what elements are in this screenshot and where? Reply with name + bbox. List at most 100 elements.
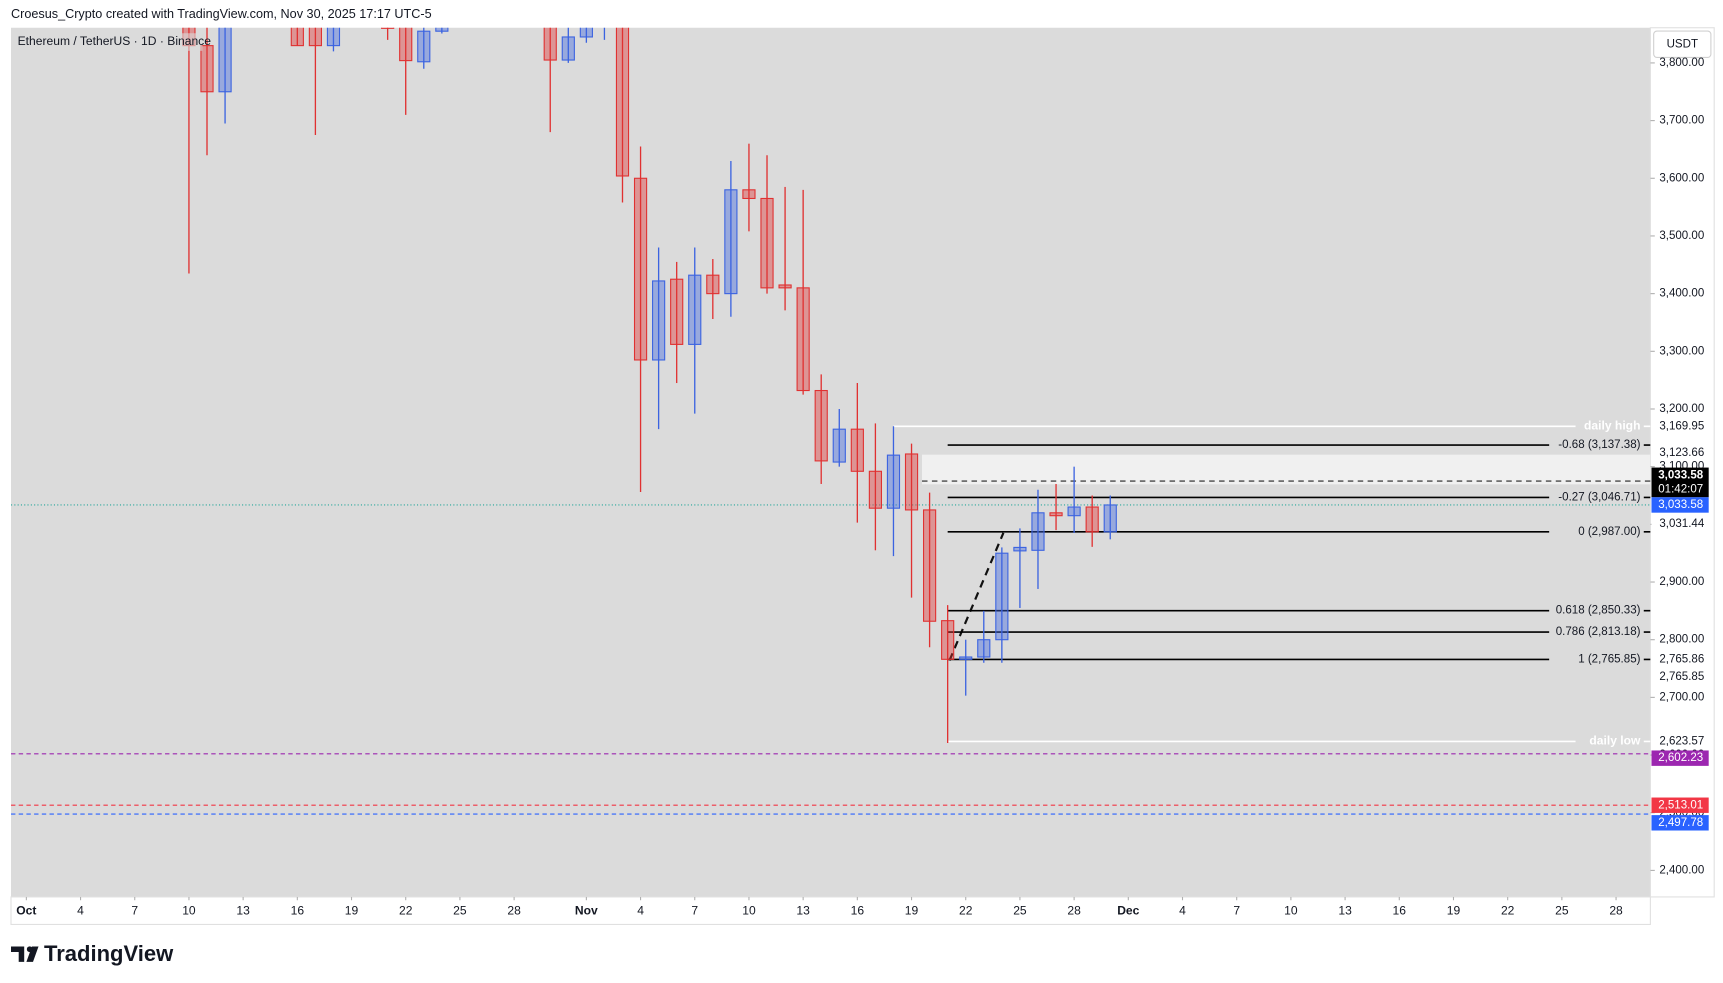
axis-label-box bbox=[1651, 750, 1709, 766]
y-tick-label: 3,700.00 bbox=[1659, 115, 1704, 127]
fib-label: 0.618 (2,850.33) bbox=[1556, 605, 1641, 617]
x-tick-label: 10 bbox=[182, 903, 196, 917]
candle-body bbox=[326, 27, 341, 47]
x-tick-label: 4 bbox=[77, 903, 84, 917]
candle-body bbox=[832, 428, 846, 463]
fib-label: -0.27 (3,046.71) bbox=[1558, 491, 1640, 503]
axis-label: 2,765.86 bbox=[1659, 653, 1704, 665]
candle-body bbox=[904, 453, 919, 511]
candle-body bbox=[1067, 506, 1081, 517]
candle-body bbox=[886, 454, 901, 509]
x-tick-label: 22 bbox=[1501, 903, 1515, 917]
y-tick-label: 2,900.00 bbox=[1659, 576, 1704, 588]
time-axis bbox=[10, 896, 1651, 926]
candle-body bbox=[652, 280, 666, 361]
zone bbox=[922, 454, 1651, 485]
x-tick-label: 10 bbox=[1284, 903, 1298, 917]
axis-label-box bbox=[1651, 797, 1709, 813]
axis-label-box bbox=[1651, 815, 1709, 831]
fib-label: 1 (2,765.85) bbox=[1578, 653, 1640, 665]
x-tick-label: Dec bbox=[1117, 903, 1139, 917]
x-tick-label: 10 bbox=[742, 903, 756, 917]
axis-label: 3,169.95 bbox=[1659, 420, 1704, 432]
candle-body bbox=[724, 189, 738, 295]
candle-body bbox=[706, 274, 720, 295]
axis-label: 2,497.78 bbox=[1658, 817, 1703, 829]
x-tick-label: 19 bbox=[345, 903, 359, 917]
x-tick-label: 4 bbox=[637, 903, 644, 917]
y-tick-label: 3,300.00 bbox=[1659, 345, 1704, 357]
y-tick-label: 3,400.00 bbox=[1659, 288, 1704, 300]
axis-label: 2,765.85 bbox=[1659, 671, 1704, 683]
candle-body bbox=[742, 189, 756, 200]
currency-button[interactable] bbox=[1653, 30, 1712, 58]
candle-body bbox=[218, 27, 232, 93]
candle-body bbox=[922, 509, 937, 622]
candle-body bbox=[1013, 546, 1027, 552]
x-tick-label: 4 bbox=[1179, 903, 1186, 917]
candle-body bbox=[850, 428, 864, 472]
daily-level-label: daily high bbox=[1584, 419, 1640, 433]
x-tick-label: 19 bbox=[1447, 903, 1461, 917]
y-tick-label: 2,800.00 bbox=[1659, 634, 1704, 646]
x-tick-label: 16 bbox=[1393, 903, 1407, 917]
candle-body bbox=[435, 27, 449, 32]
axis-label-bg bbox=[1651, 733, 1714, 750]
candle-body bbox=[1103, 504, 1117, 533]
header: Croesus_Crypto created with TradingView.… bbox=[11, 7, 432, 21]
axis-label: 3,123.66 bbox=[1659, 447, 1704, 459]
candle-body bbox=[1031, 512, 1045, 551]
brand: TradingView bbox=[44, 941, 174, 966]
candle-body bbox=[308, 27, 322, 47]
trend-line bbox=[948, 532, 1005, 661]
x-tick-label: 13 bbox=[796, 903, 810, 917]
axis-label-bg bbox=[1651, 651, 1714, 668]
candle-body bbox=[959, 656, 973, 660]
axis-label-bg bbox=[1651, 418, 1714, 435]
candle-body bbox=[615, 27, 630, 177]
candle-body bbox=[290, 27, 304, 47]
candle-body bbox=[868, 470, 883, 509]
axis-label-bg bbox=[1651, 669, 1714, 685]
axis-label: 3,033.58 bbox=[1658, 499, 1703, 511]
x-tick-label: Oct bbox=[16, 903, 36, 917]
candle-body bbox=[633, 177, 648, 361]
x-tick-label: 25 bbox=[1555, 903, 1569, 917]
candle-body bbox=[561, 36, 575, 61]
y-tick-label: 3,800.00 bbox=[1659, 57, 1704, 69]
x-tick-label: 13 bbox=[236, 903, 250, 917]
x-tick-label: 13 bbox=[1338, 903, 1352, 917]
x-tick-label: 28 bbox=[1067, 903, 1081, 917]
axis-label-box bbox=[1651, 467, 1709, 498]
candle-body bbox=[670, 278, 684, 345]
daily-level-label: daily low bbox=[1589, 734, 1641, 748]
x-tick-label: 22 bbox=[959, 903, 973, 917]
candle-body bbox=[796, 287, 810, 392]
fib-label: 0 (2,987.00) bbox=[1578, 526, 1640, 538]
axis-label: 2,513.01 bbox=[1658, 799, 1703, 811]
y-tick-label: 3,200.00 bbox=[1659, 403, 1704, 415]
x-tick-label: 19 bbox=[905, 903, 919, 917]
logo-dot bbox=[26, 946, 33, 953]
candle-body bbox=[417, 30, 431, 63]
candle-body bbox=[688, 274, 702, 345]
candle-body bbox=[1085, 506, 1099, 533]
countdown: 01:42:07 bbox=[1658, 484, 1703, 496]
axis-label: 2,623.57 bbox=[1659, 736, 1704, 748]
candle-body bbox=[941, 620, 955, 660]
plot bbox=[11, 27, 1651, 815]
x-tick-label: 16 bbox=[291, 903, 305, 917]
x-tick-label: 16 bbox=[851, 903, 865, 917]
axis-label: 3,031.44 bbox=[1659, 518, 1705, 530]
symbol-title: Ethereum / TetherUS · 1D · Binance bbox=[18, 34, 212, 48]
axis-label-bg bbox=[1651, 516, 1714, 532]
y-tick-label: 2,400.00 bbox=[1659, 864, 1704, 876]
axis-label: 3,033.58 bbox=[1658, 469, 1704, 481]
candle-body bbox=[995, 552, 1009, 641]
logo bbox=[11, 946, 39, 962]
x-tick-label: 22 bbox=[399, 903, 413, 917]
x-tick-label: 28 bbox=[507, 903, 521, 917]
x-tick-label: 25 bbox=[453, 903, 467, 917]
candle-body bbox=[381, 27, 395, 29]
